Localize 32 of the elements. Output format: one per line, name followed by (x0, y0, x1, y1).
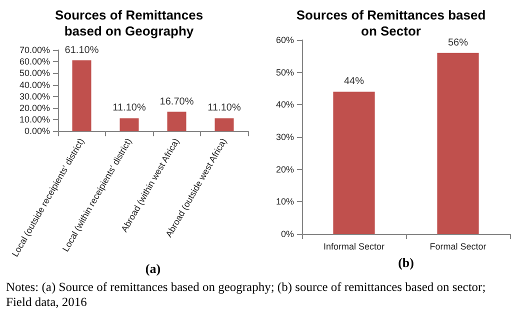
y-tick-label: 60.00% (19, 56, 50, 67)
data-label: 61.10% (64, 44, 99, 56)
bar (167, 112, 186, 132)
y-tick-label: 50.00% (19, 68, 50, 78)
y-tick-label: 30% (276, 132, 294, 142)
y-tick-label: 60% (276, 35, 294, 45)
y-tick-label: 0% (280, 229, 294, 239)
y-tick-label: 10.00% (19, 114, 50, 125)
y-tick-label: 40% (276, 100, 294, 110)
y-tick-label: 70.00% (19, 45, 50, 55)
data-label: 11.10% (208, 102, 241, 114)
y-tick-label: 20% (276, 164, 294, 174)
bar (120, 118, 139, 132)
y-tick-label: 20.00% (19, 102, 50, 113)
x-tick-label: Formal Sector (430, 242, 486, 252)
y-tick-label: 50% (276, 67, 294, 78)
text: Notes: (a) Source of remittances based on geography; (b) source of remittances based on sector; Field data, 2016 (6, 280, 487, 310)
data-label: 16.70% (160, 96, 194, 108)
y-tick-label: 40.00% (19, 80, 50, 90)
bar (72, 60, 92, 132)
chart-title: Sources of Remittances based on Geography (54, 8, 204, 38)
x-axis-title: (b) (398, 255, 414, 270)
x-tick-label: Informal Sector (323, 242, 385, 252)
y-tick-label: 10% (276, 196, 294, 207)
x-axis-title: (a) (145, 261, 161, 276)
y-tick-label: 30.00% (19, 91, 50, 102)
data-label: 11.10% (112, 102, 146, 114)
bar (214, 118, 234, 132)
data-label: 44% (344, 76, 364, 88)
y-tick-label: 0.00% (24, 126, 50, 136)
chart-title: Sources of Remittances based on Sector (296, 8, 486, 38)
data-label: 56% (448, 37, 468, 48)
